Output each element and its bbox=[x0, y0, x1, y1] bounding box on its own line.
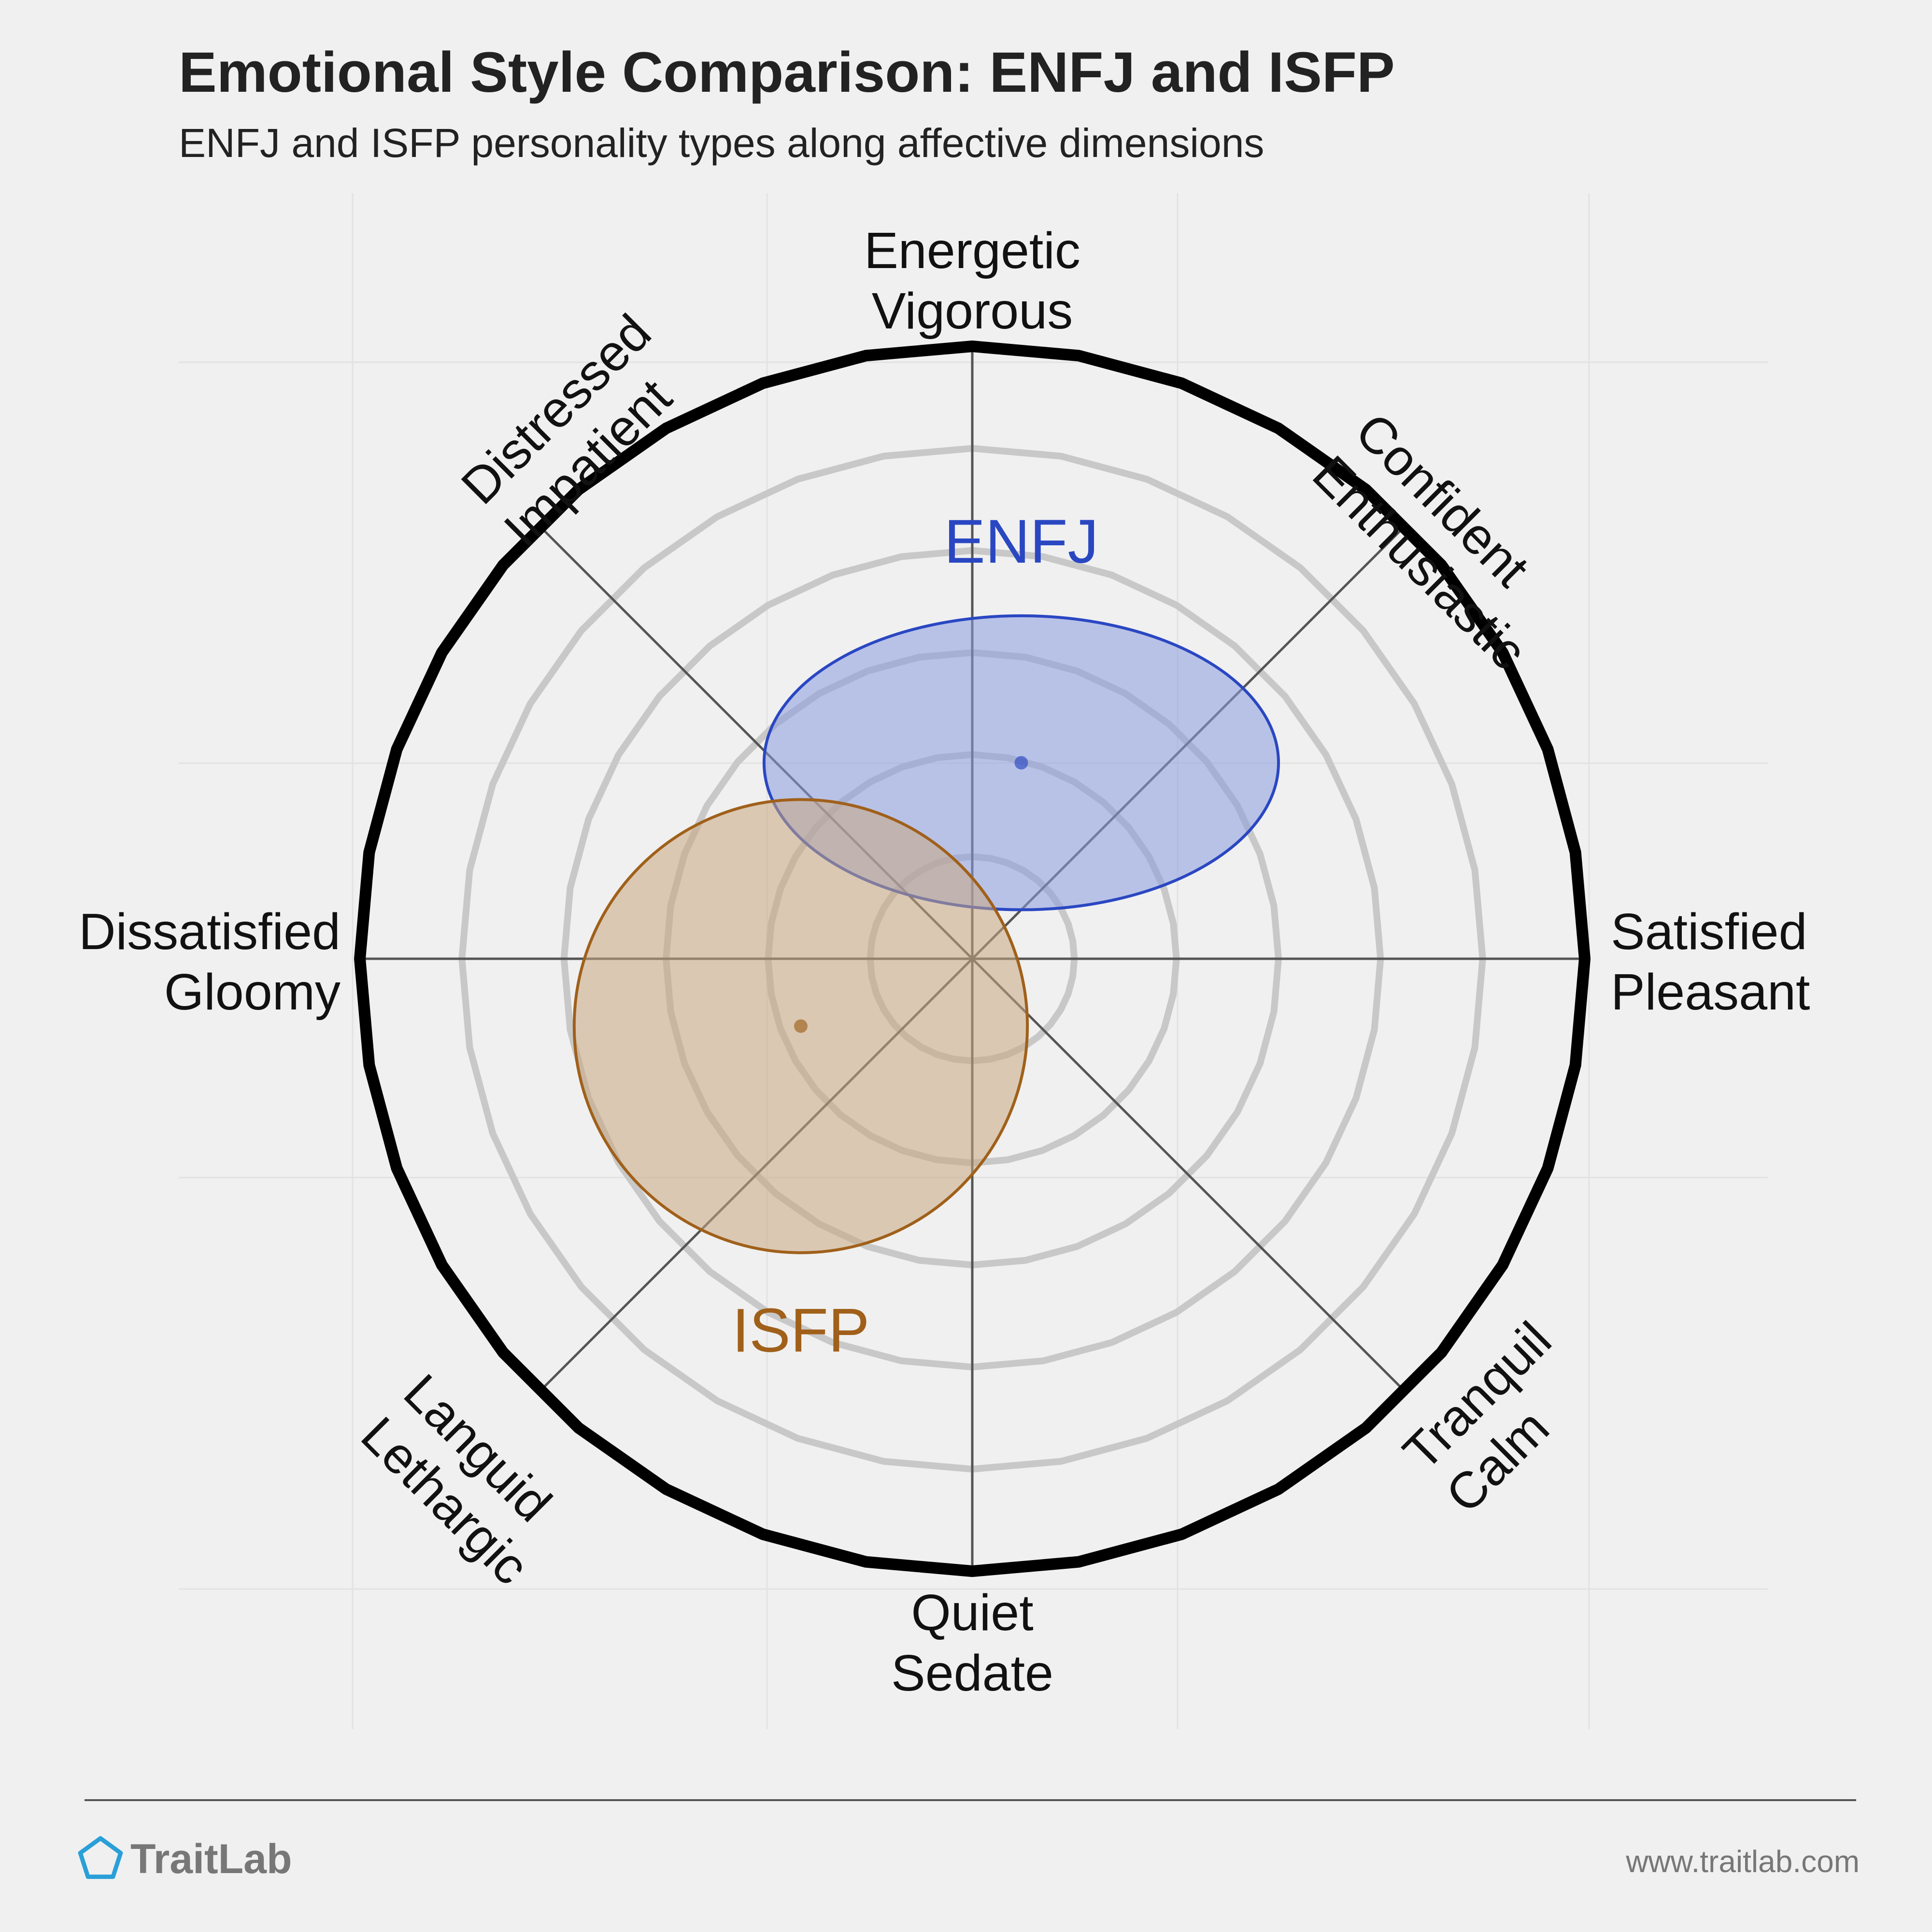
axis-label-satisfied: Satisfied Pleasant bbox=[1611, 903, 1810, 1021]
axis-label-dissatisfied: Dissatisfied Gloomy bbox=[79, 903, 341, 1021]
chart-title: Emotional Style Comparison: ENFJ and ISF… bbox=[179, 41, 1395, 104]
brand-logo: TraitLab bbox=[78, 1836, 292, 1882]
outer-ring bbox=[354, 341, 1591, 1577]
axis-label-quiet: Quiet Sedate bbox=[891, 1584, 1053, 1702]
footer-url: www.traitlab.com bbox=[1625, 1844, 1860, 1879]
outer-boundary bbox=[354, 341, 1591, 1577]
chart-subtitle: ENFJ and ISFP personality types along af… bbox=[179, 120, 1264, 166]
enfj-label: ENFJ bbox=[944, 507, 1098, 576]
axis-label-energetic: Energetic Vigorous bbox=[864, 222, 1080, 340]
pentagon-icon bbox=[78, 1836, 123, 1879]
brand-name: TraitLab bbox=[130, 1836, 292, 1882]
enfj-point bbox=[1014, 756, 1028, 770]
series-layer: ENFJ ISFP bbox=[572, 507, 1280, 1365]
isfp-label: ISFP bbox=[732, 1296, 870, 1365]
isfp-point bbox=[794, 1019, 808, 1033]
